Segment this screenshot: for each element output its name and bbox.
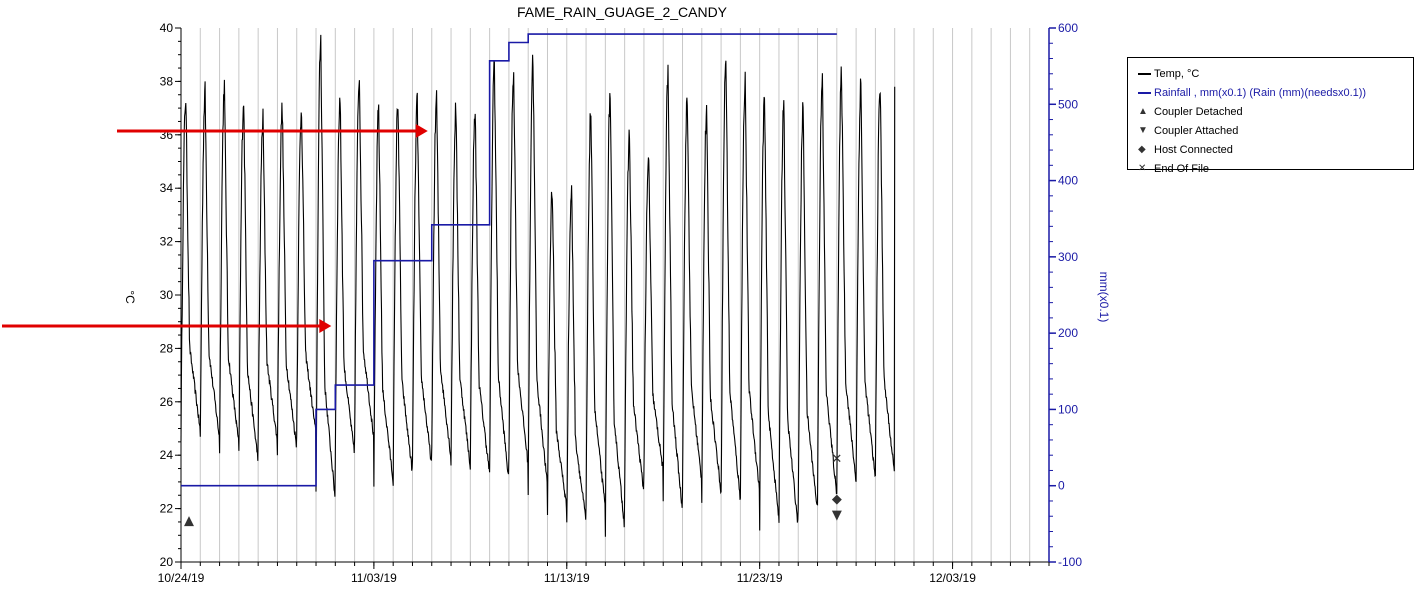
y-tick-label: 34	[160, 181, 174, 195]
event-marker: ◆	[832, 492, 842, 507]
y2-tick-label: 300	[1058, 250, 1078, 264]
y-tick-label: 24	[160, 448, 174, 462]
x-tick-label: 11/23/19	[737, 571, 783, 585]
legend-item: Temp, °C	[1138, 64, 1413, 83]
legend-symbol: ◆	[1138, 144, 1146, 155]
legend-label: Rainfall , mm(x0.1) (Rain (mm)(needsx0.1…	[1154, 86, 1367, 99]
y2-tick-label: -100	[1058, 555, 1082, 569]
y-tick-label: 30	[160, 288, 174, 302]
legend-item: Rainfall , mm(x0.1) (Rain (mm)(needsx0.1…	[1138, 83, 1413, 102]
legend-item: ▼ Coupler Attached	[1138, 121, 1413, 140]
y-tick-label: 22	[160, 502, 174, 516]
y-tick-label: 40	[160, 21, 174, 35]
y2-tick-label: 600	[1058, 21, 1078, 35]
y2-tick-label: 100	[1058, 402, 1078, 416]
y-tick-label: 38	[160, 74, 174, 88]
x-tick-label: 10/24/19	[158, 571, 205, 585]
legend-label: Coupler Detached	[1154, 105, 1243, 118]
y-axis-label: °C	[123, 290, 137, 304]
event-marker: ▼	[832, 508, 842, 523]
series-temp	[180, 34, 896, 537]
legend-label: Temp, °C	[1154, 67, 1200, 80]
annotation-arrowhead	[319, 319, 332, 333]
event-marker: ▲	[184, 513, 194, 528]
x-tick-label: 11/13/19	[544, 571, 590, 585]
legend-symbol	[1138, 72, 1154, 75]
y-tick-label: 20	[160, 555, 174, 569]
axes: 2022242628303234363840-10001002003004005…	[158, 21, 1083, 585]
legend: Temp, °C Rainfall , mm(x0.1) (Rain (mm)(n…	[1127, 57, 1414, 175]
annotation-arrows	[2, 124, 428, 333]
y2-tick-label: 500	[1058, 97, 1078, 111]
y-tick-label: 28	[160, 341, 174, 355]
y2-tick-label: 200	[1058, 326, 1078, 340]
y-tick-label: 32	[160, 235, 174, 249]
chart-title: FAME_RAIN_GUAGE_2_CANDY	[517, 4, 728, 20]
legend-symbol: ▼	[1138, 125, 1148, 136]
legend-label: Coupler Attached	[1154, 124, 1239, 137]
legend-label: Host Connected	[1154, 143, 1233, 156]
y2-axis-label: mm(x0.1)	[1097, 272, 1111, 323]
event-marker: ✕	[831, 452, 842, 467]
annotation-arrowhead	[415, 124, 428, 138]
legend-symbol: ✕	[1138, 163, 1147, 174]
legend-item: ◆ Host Connected	[1138, 140, 1413, 159]
series-rainfall	[181, 33, 837, 487]
legend-item: ✕ End Of File	[1138, 159, 1413, 178]
legend-label: End Of File	[1154, 162, 1210, 175]
x-tick-label: 11/03/19	[351, 571, 397, 585]
y-tick-label: 26	[160, 395, 174, 409]
event-markers: ▲ ◆▼ ✕	[184, 452, 842, 528]
legend-item: ▲ Coupler Detached	[1138, 102, 1413, 121]
y2-tick-label: 400	[1058, 174, 1078, 188]
y2-tick-label: 0	[1058, 479, 1065, 493]
legend-symbol: ▲	[1138, 106, 1148, 117]
x-tick-label: 12/03/19	[929, 571, 976, 585]
legend-symbol	[1138, 91, 1154, 94]
series	[180, 33, 896, 537]
